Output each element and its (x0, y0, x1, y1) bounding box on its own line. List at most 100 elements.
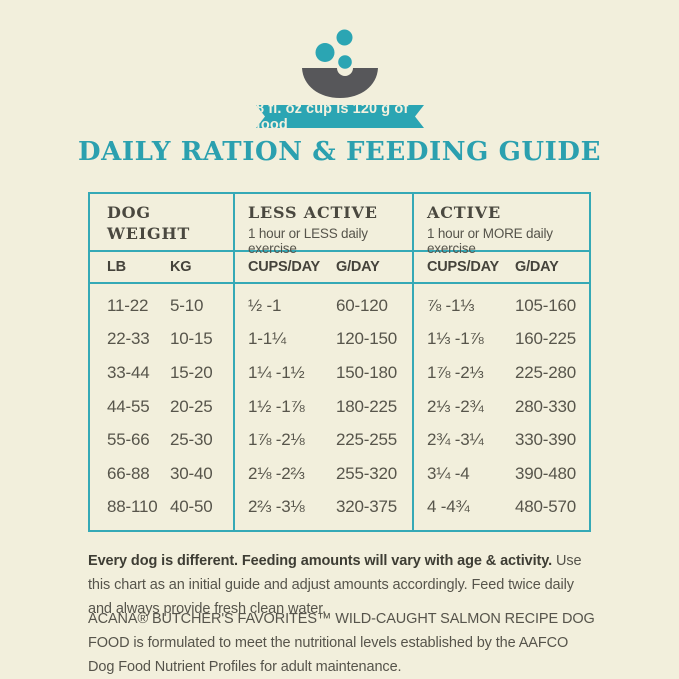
cell-grams: 390-480 (515, 463, 576, 483)
cell-cups: 2¾ -3¼ (427, 430, 484, 450)
table-row: 2⅓ -2¾ 280-330 (414, 390, 589, 424)
column-header-lb: LB (107, 259, 126, 275)
cell-grams: 280-330 (515, 396, 576, 416)
cell-cups: 1⅞ -2⅛ (248, 430, 305, 450)
less-active-rows: ½ -1 60-120 1-1¼ 120-150 1¼ -1½ 150-180 … (235, 284, 412, 530)
cell-grams: 255-320 (336, 463, 397, 483)
table-row: 1-1¼ 120-150 (235, 323, 412, 357)
column-header-row: CUPS/DAY G/DAY (414, 252, 589, 284)
cell-lb: 22-33 (107, 329, 150, 349)
page-title: DAILY RATION & FEEDING GUIDE (78, 137, 601, 167)
section-header: LESS ACTIVE 1 hour or LESS daily exercis… (235, 194, 412, 256)
footer-note: Every dog is different. Feeding amounts … (88, 549, 596, 621)
column-header-row: LB KG (90, 252, 233, 284)
table-row: 1½ -1⅞ 180-225 (235, 390, 412, 424)
table-row: 1¼ -1½ 150-180 (235, 356, 412, 390)
cell-cups: 1¼ -1½ (248, 362, 305, 382)
cell-cups: 2⅛ -2⅔ (248, 463, 305, 483)
cell-grams: 60-120 (336, 295, 388, 315)
cell-cups: 3¼ -4 (427, 463, 470, 483)
table-row: 4 -4¾ 480-570 (414, 490, 589, 524)
section-header: DOG WEIGHT (90, 194, 233, 252)
cell-kg: 10-15 (170, 329, 213, 349)
cell-grams: 160-225 (515, 329, 576, 349)
column-header-cups: CUPS/DAY (427, 259, 499, 275)
cell-cups: 2⅓ -2¾ (427, 396, 484, 416)
column-header-grams: G/DAY (336, 259, 380, 275)
table-row: 1⅓ -1⅞ 160-225 (414, 323, 589, 357)
cell-cups: ½ -1 (248, 295, 282, 315)
column-header-row: CUPS/DAY G/DAY (235, 252, 412, 284)
cell-kg: 25-30 (170, 430, 213, 450)
active-rows: ⅞ -1⅓ 105-160 1⅓ -1⅞ 160-225 1⅞ -2⅓ 225-… (414, 284, 589, 530)
footer-note-rest: Use this chart as an initial guide and a… (88, 553, 582, 617)
table-row: 55-66 25-30 (90, 423, 233, 457)
cell-cups: 1⅓ -1⅞ (427, 329, 484, 349)
cell-lb: 44-55 (107, 396, 150, 416)
table-row: 2⅔ -3⅛ 320-375 (235, 490, 412, 524)
ribbon-label: 8 fl. oz cup is 120 g of food (256, 100, 409, 133)
table-row: ⅞ -1⅓ 105-160 (414, 289, 589, 323)
ribbon-banner: 8 fl. oz cup is 120 g of food (256, 105, 424, 128)
table-row: 33-44 15-20 (90, 356, 233, 390)
cell-grams: 105-160 (515, 295, 576, 315)
section-active: ACTIVE 1 hour or MORE daily exercise CUP… (412, 194, 589, 530)
table-row: 44-55 20-25 (90, 390, 233, 424)
table-row: 22-33 10-15 (90, 323, 233, 357)
cell-grams: 150-180 (336, 362, 397, 382)
cell-grams: 225-255 (336, 430, 397, 450)
kibble-dot-icon (336, 29, 353, 46)
cell-cups: 1-1¼ (248, 329, 286, 349)
cell-lb: 11-22 (107, 295, 149, 315)
cell-grams: 480-570 (515, 497, 576, 517)
table-row: 66-88 30-40 (90, 457, 233, 491)
cell-kg: 40-50 (170, 497, 213, 517)
kibble-dot-icon (338, 55, 352, 69)
cell-kg: 20-25 (170, 396, 213, 416)
cell-grams: 320-375 (336, 497, 397, 517)
cell-grams: 180-225 (336, 396, 397, 416)
cell-cups: ⅞ -1⅓ (427, 295, 475, 315)
section-subtitle: 1 hour or LESS daily exercise (248, 225, 368, 256)
cell-kg: 5-10 (170, 295, 204, 315)
cell-kg: 30-40 (170, 463, 213, 483)
section-less-active: LESS ACTIVE 1 hour or LESS daily exercis… (233, 194, 412, 530)
section-title: ACTIVE (427, 203, 501, 222)
cell-lb: 88-110 (107, 497, 158, 517)
cell-kg: 15-20 (170, 362, 213, 382)
cell-lb: 55-66 (107, 430, 150, 450)
table-row: 2⅛ -2⅔ 255-320 (235, 457, 412, 491)
table-row: 11-22 5-10 (90, 289, 233, 323)
table-row: 1⅞ -2⅓ 225-280 (414, 356, 589, 390)
cell-grams: 225-280 (515, 362, 576, 382)
column-header-grams: G/DAY (515, 259, 559, 275)
table-row: ½ -1 60-120 (235, 289, 412, 323)
cell-cups: 1⅞ -2⅓ (427, 362, 484, 382)
weight-rows: 11-22 5-10 22-33 10-15 33-44 15-20 44-55… (90, 284, 233, 530)
cell-cups: 1½ -1⅞ (248, 396, 305, 416)
feeding-table: DOG WEIGHT LB KG 11-22 5-10 22-33 10-15 … (88, 192, 591, 532)
table-row: 2¾ -3¼ 330-390 (414, 423, 589, 457)
column-header-kg: KG (170, 259, 192, 275)
kibble-bowl-icon (302, 29, 378, 98)
cell-lb: 33-44 (107, 362, 150, 382)
cell-grams: 120-150 (336, 329, 397, 349)
bowl-shape (302, 68, 378, 98)
table-row: 1⅞ -2⅛ 225-255 (235, 423, 412, 457)
aafco-statement: ACANA® BUTCHER'S FAVORITES™ WILD-CAUGHT … (88, 611, 595, 675)
table-row: 88-110 40-50 (90, 490, 233, 524)
section-subtitle: 1 hour or MORE daily exercise (427, 225, 553, 256)
kibble-dot-icon (315, 43, 335, 62)
cell-cups: 4 -4¾ (427, 497, 470, 517)
cell-cups: 2⅔ -3⅛ (248, 497, 305, 517)
cell-lb: 66-88 (107, 463, 150, 483)
section-title: LESS ACTIVE (248, 203, 378, 222)
section-header: ACTIVE 1 hour or MORE daily exercise (414, 194, 589, 256)
footer-note-bold: Every dog is different. Feeding amounts … (88, 553, 553, 569)
table-row: 3¼ -4 390-480 (414, 457, 589, 491)
column-header-cups: CUPS/DAY (248, 259, 320, 275)
cell-grams: 330-390 (515, 430, 576, 450)
section-dog-weight: DOG WEIGHT LB KG 11-22 5-10 22-33 10-15 … (90, 194, 233, 530)
section-title: DOG WEIGHT (107, 203, 191, 243)
